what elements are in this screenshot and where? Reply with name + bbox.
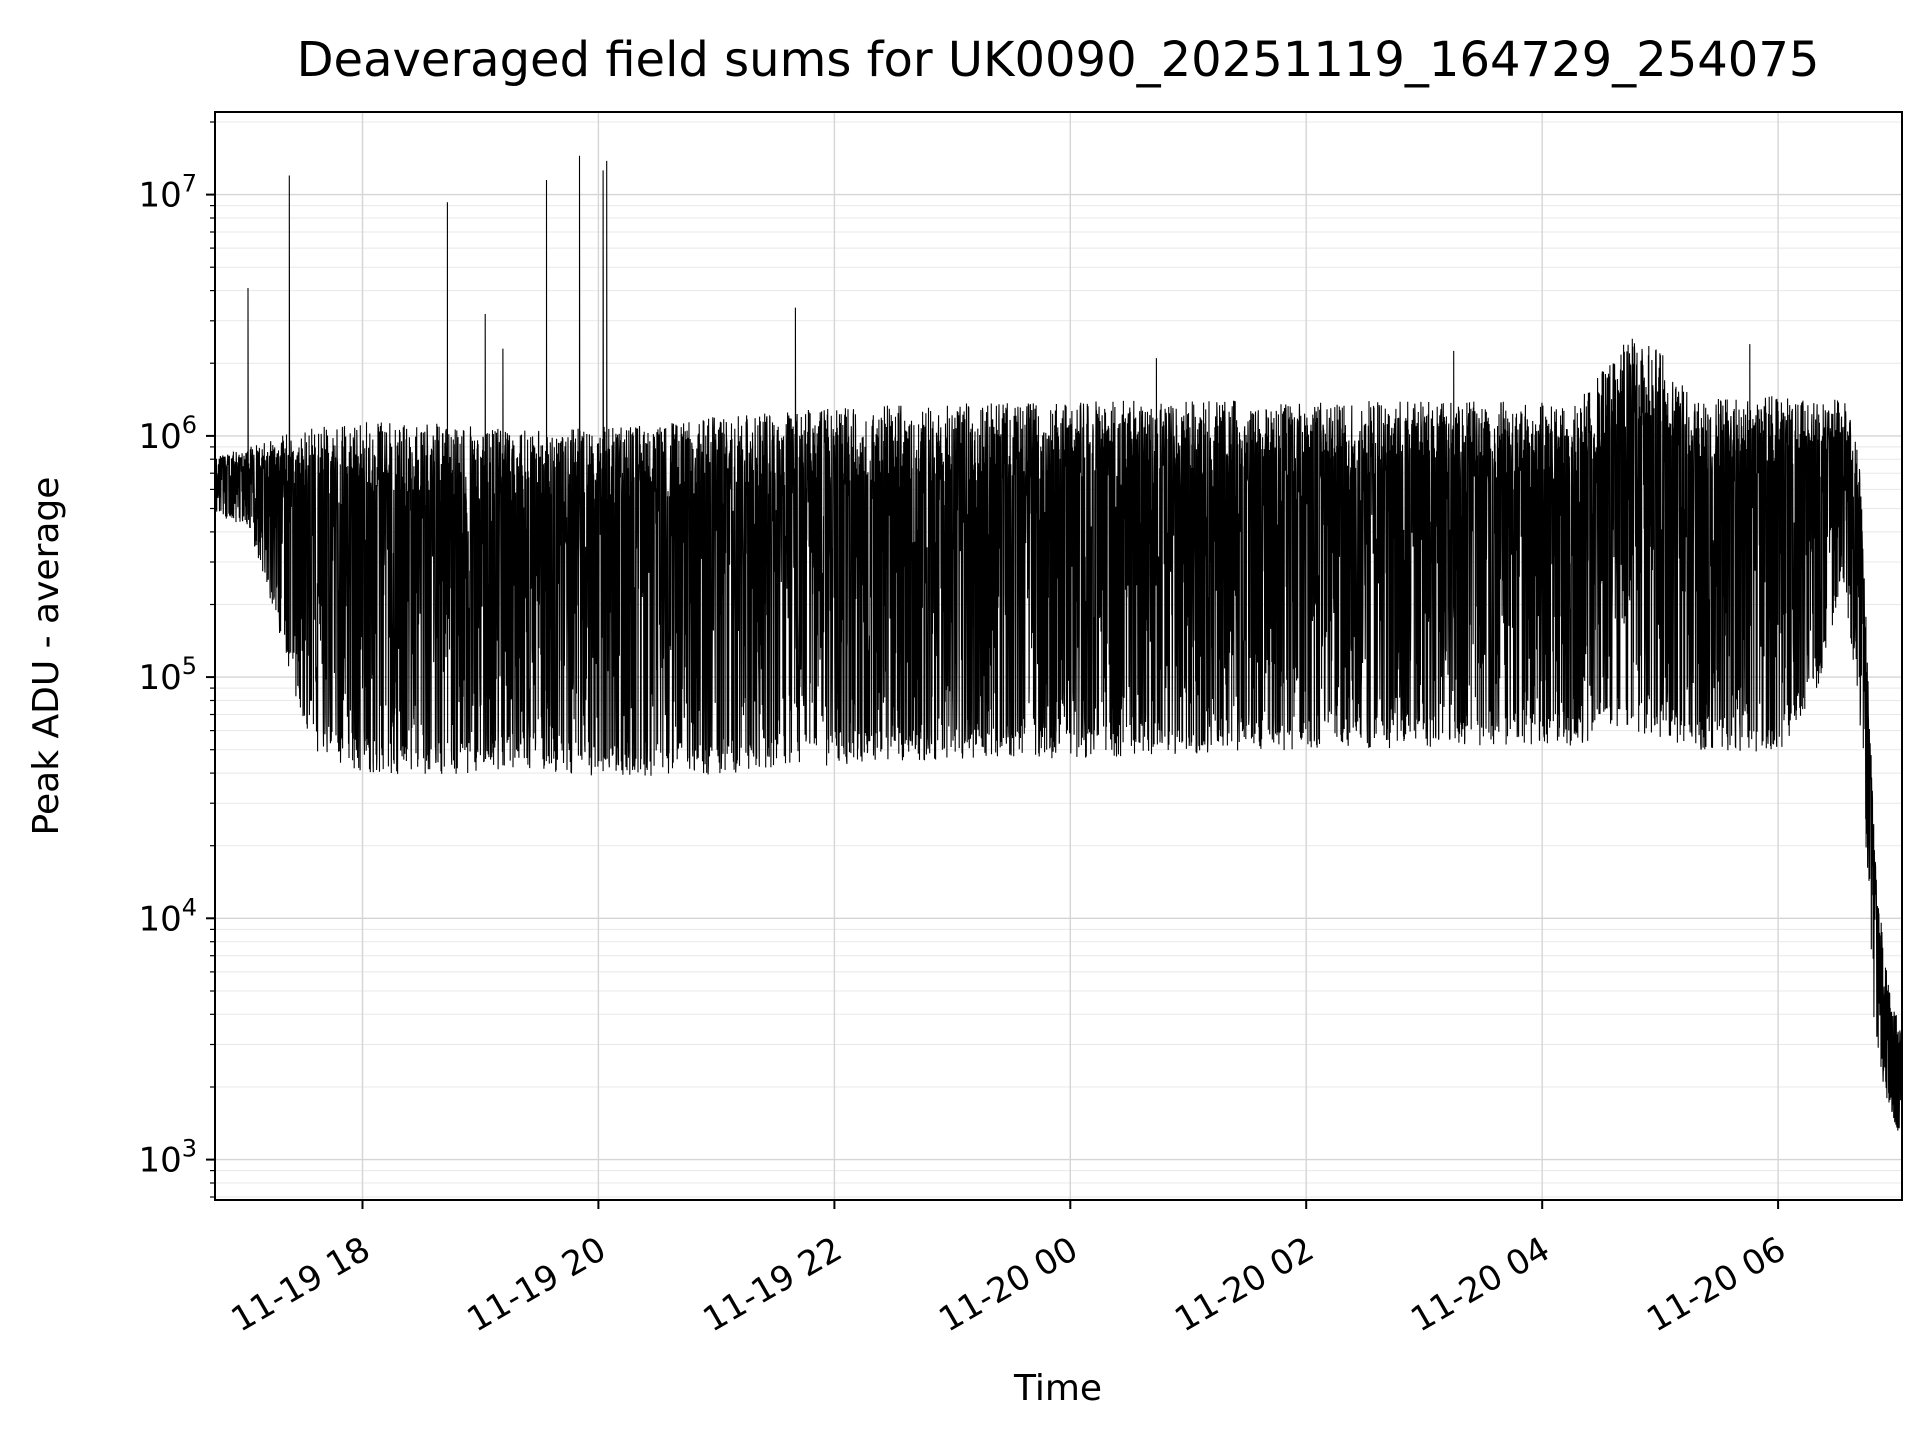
chart-title: Deaveraged field sums for UK0090_2025111… [297,32,1820,88]
y-tick-label: 106 [138,411,197,457]
x-tick-label: 11-20 00 [932,1229,1084,1340]
x-tick-label: 11-20 04 [1404,1229,1556,1340]
x-tick-label: 11-19 22 [697,1229,849,1340]
y-tick-label: 103 [138,1135,197,1181]
x-axis-label: Time [1013,1368,1102,1409]
y-tick-label: 105 [138,652,197,698]
y-tick-label: 107 [138,170,197,216]
time-series-line [215,155,1902,1135]
y-tick-label: 104 [138,893,197,939]
x-tick-label: 11-20 02 [1168,1229,1320,1340]
y-axis-label: Peak ADU - average [26,477,67,836]
x-tick-label: 11-20 06 [1640,1229,1792,1340]
x-tick-label: 11-19 18 [225,1229,377,1340]
x-tick-label: 11-19 20 [461,1229,613,1340]
